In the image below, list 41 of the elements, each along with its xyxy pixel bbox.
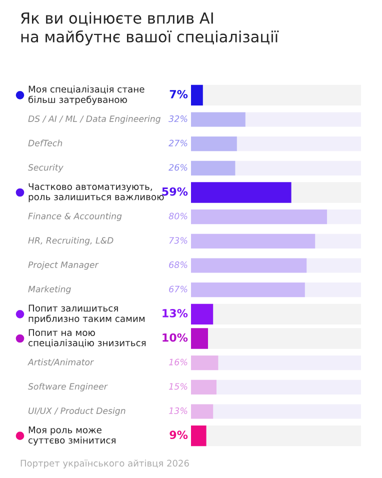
data-label: 67% <box>169 286 188 292</box>
bar <box>191 356 218 370</box>
bar <box>191 136 237 152</box>
text: Портрет українського айтівця 2026 <box>20 460 189 468</box>
data-label: 73% <box>169 237 188 244</box>
bar <box>191 160 236 176</box>
data-label: 59% <box>162 187 188 196</box>
data-label: 68% <box>169 261 188 268</box>
bar <box>191 304 214 325</box>
bar <box>191 425 206 446</box>
bar <box>191 404 214 419</box>
data-label: 9% <box>170 430 188 440</box>
y-tick-label: Marketing <box>28 286 71 294</box>
y-tick-label: HR, Recruiting, L&D <box>28 237 114 246</box>
y-tick-label: Попит залишиться приблизно таким самим <box>28 304 145 324</box>
y-tick-label: Software Engineer <box>28 383 108 392</box>
y-tick-label: Моя спеціалізація стане більш затребуваною <box>28 86 144 105</box>
data-label: 13% <box>168 407 188 414</box>
bar <box>191 84 203 106</box>
data-label: 15% <box>168 383 188 390</box>
chart-title: Як ви оцінюєте вплив AI на майбутнє вашої спеціалізації <box>21 12 279 46</box>
y-tick-label: UI/UX / Product Design <box>28 407 126 416</box>
y-tick-label: Artist/Animator <box>28 358 94 366</box>
y-tick-label: DefTech <box>28 140 62 146</box>
y-tick-label: Finance & Accounting <box>28 212 122 221</box>
y-tick-label: Security <box>28 164 64 172</box>
y-tick-label: DS / AI / ML / Data Engineering <box>28 115 161 124</box>
data-label: 26% <box>168 164 188 171</box>
data-label: 13% <box>162 308 188 318</box>
data-label: 16% <box>168 358 188 366</box>
y-tick-label: Попит на мою спеціалізацію знизиться <box>28 329 146 348</box>
data-label: 80% <box>168 212 188 220</box>
data-label: 7% <box>170 90 188 98</box>
data-label: 32% <box>168 115 188 122</box>
data-label: 10% <box>162 333 188 342</box>
bar <box>191 112 246 127</box>
bar <box>191 328 208 349</box>
data-label: 27% <box>168 140 188 146</box>
y-tick-label: Моя роль може суттєво змінитися <box>28 426 116 446</box>
y-tick-label: Project Manager <box>28 261 99 270</box>
bar <box>191 380 216 394</box>
